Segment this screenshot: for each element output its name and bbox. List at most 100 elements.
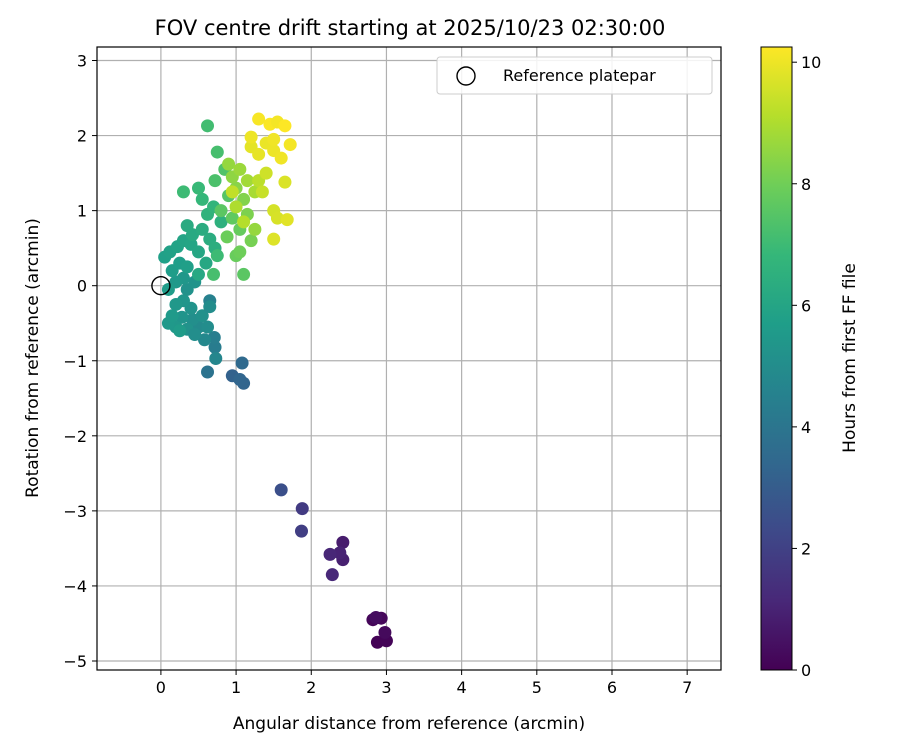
y-tick-label: −1 [63,352,87,371]
legend-entry-reference-platepar: Reference platepar [503,66,656,85]
colorbar-gradient [760,46,793,671]
data-point [169,297,183,311]
y-tick-label: 3 [77,52,87,71]
data-point [274,151,288,165]
data-point [195,192,209,206]
data-point [259,166,273,180]
y-tick-label: −5 [63,652,87,671]
x-tick-label: 1 [231,678,241,697]
data-point [267,232,281,246]
data-point [207,267,221,281]
colorbar-tick-label: 6 [801,296,811,315]
data-point [201,320,215,334]
data-point [208,174,222,188]
y-tick-label: −4 [63,577,87,596]
data-point [378,625,392,639]
data-point [220,230,234,244]
data-point [229,200,243,214]
y-tick-label: 2 [77,127,87,146]
x-tick-label: 7 [682,678,692,697]
data-point [235,356,249,370]
data-point [175,310,189,324]
data-point [240,174,254,188]
data-point [195,222,209,236]
legend-marker-icon [456,66,476,86]
data-point [180,219,194,233]
data-point [191,267,205,281]
data-point [222,157,236,171]
chart-title: FOV centre drift starting at 2025/10/23 … [155,16,666,40]
data-point [336,535,350,549]
data-point [208,340,222,354]
data-point [225,185,239,199]
colorbar-tick-label: 8 [801,175,811,194]
data-point [233,245,247,259]
data-point [188,327,202,341]
colorbar-tick-label: 2 [801,539,811,558]
legend-box [436,56,713,95]
data-point [244,234,258,248]
data-point [195,309,209,323]
data-point [252,112,266,126]
data-point [207,330,221,344]
data-point [278,119,292,133]
data-point [252,147,266,161]
data-point [237,215,251,229]
data-point [237,267,251,281]
data-point [176,185,190,199]
colorbar-tick-label: 10 [801,53,821,72]
x-tick-label: 4 [457,678,467,697]
data-point [295,502,309,516]
data-point [294,524,308,538]
data-point [244,130,258,144]
x-tick-label: 3 [381,678,391,697]
x-tick-label: 5 [532,678,542,697]
colorbar-ticks: 0 2 4 6 8 10 [792,53,821,680]
data-point [283,138,297,152]
x-tick-label: 6 [607,678,617,697]
data-point [214,215,228,229]
data-point [323,547,337,561]
y-tick-label: −2 [63,427,87,446]
scatter-points [158,112,393,649]
reference-marker [151,275,171,296]
reference-platepar-marker [151,275,171,296]
data-point [191,181,205,195]
colorbar-label: Hours from first FF file [840,263,860,453]
data-point [278,175,292,189]
grid [97,47,721,670]
data-point [191,245,205,259]
y-tick-label: −3 [63,502,87,521]
data-point [165,309,179,323]
data-point [201,365,215,379]
data-point [233,162,247,176]
data-point [180,260,194,274]
data-point [369,610,383,624]
colorbar-tick-label: 4 [801,418,811,437]
data-point [173,324,187,338]
x-tick-label: 2 [306,678,316,697]
data-point [267,132,281,146]
data-point [270,211,284,225]
data-point [233,373,247,387]
data-point [274,483,288,497]
data-point [325,568,339,582]
data-point [248,222,262,236]
data-point [203,300,217,314]
y-tick-label: 1 [77,202,87,221]
data-point [210,249,224,263]
data-point [333,546,347,560]
data-point [199,256,213,270]
data-point [198,333,212,347]
data-point [210,145,224,159]
data-point [209,352,223,365]
y-axis-ticks: −5 −4 −3 −2 −1 0 1 2 3 [63,52,97,671]
x-tick-label: 0 [156,678,166,697]
x-axis-ticks: 0 1 2 3 4 5 6 7 [156,670,692,697]
data-point [225,211,239,225]
data-point [214,204,228,218]
colorbar: 0 2 4 6 8 10 Hours from first FF file [760,46,860,680]
legend: Reference platepar [436,56,713,95]
